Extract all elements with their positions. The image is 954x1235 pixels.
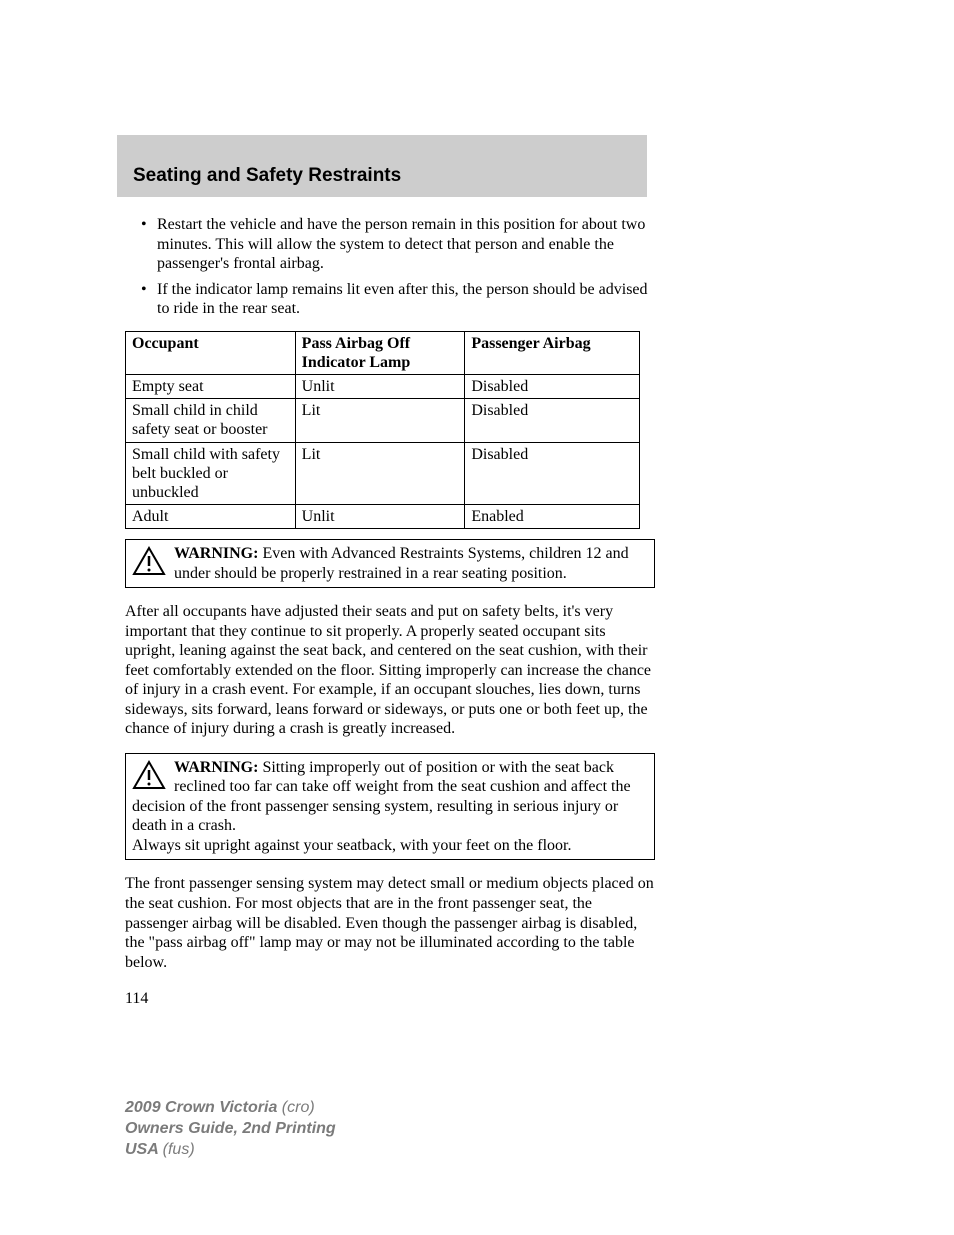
- table-cell: Lit: [295, 442, 465, 505]
- table-header-lamp: Pass Airbag Off Indicator Lamp: [295, 331, 465, 374]
- warning-label: WARNING:: [174, 545, 258, 562]
- table-row: Small child in child safety seat or boos…: [126, 399, 640, 442]
- warning-box-2: WARNING: Sitting improperly out of posit…: [125, 753, 655, 861]
- airbag-table: Occupant Pass Airbag Off Indicator Lamp …: [125, 331, 640, 530]
- paragraph-2: The front passenger sensing system may d…: [125, 874, 655, 972]
- table-row: Adult Unlit Enabled: [126, 505, 640, 529]
- table-cell: Disabled: [465, 442, 640, 505]
- section-title: Seating and Safety Restraints: [127, 165, 637, 187]
- table-cell: Small child with safety belt buckled or …: [126, 442, 296, 505]
- warning-triangle-icon: [132, 760, 166, 790]
- footer-line-1: 2009 Crown Victoria (cro): [125, 1098, 336, 1119]
- warning-text-line2: Always sit upright against your seatback…: [132, 836, 648, 856]
- table-cell: Disabled: [465, 399, 640, 442]
- table-cell: Adult: [126, 505, 296, 529]
- table-header-row: Occupant Pass Airbag Off Indicator Lamp …: [126, 331, 640, 374]
- footer-line-3: USA (fus): [125, 1140, 336, 1161]
- table-cell: Unlit: [295, 374, 465, 398]
- footer-code-1: (cro): [282, 1099, 315, 1116]
- paragraph-1: After all occupants have adjusted their …: [125, 602, 655, 739]
- table-row: Empty seat Unlit Disabled: [126, 374, 640, 398]
- table-row: Small child with safety belt buckled or …: [126, 442, 640, 505]
- warning-triangle-icon: [132, 546, 166, 576]
- footer-line-2: Owners Guide, 2nd Printing: [125, 1119, 336, 1140]
- table-cell: Disabled: [465, 374, 640, 398]
- table-cell: Lit: [295, 399, 465, 442]
- page-content: Seating and Safety Restraints Restart th…: [125, 135, 655, 1008]
- table-cell: Enabled: [465, 505, 640, 529]
- table-header-occupant: Occupant: [126, 331, 296, 374]
- table-cell: Empty seat: [126, 374, 296, 398]
- table-cell: Small child in child safety seat or boos…: [126, 399, 296, 442]
- bullet-item: Restart the vehicle and have the person …: [141, 215, 655, 274]
- table-header-airbag: Passenger Airbag: [465, 331, 640, 374]
- bullet-list: Restart the vehicle and have the person …: [125, 215, 655, 319]
- footer-model: 2009 Crown Victoria: [125, 1099, 282, 1116]
- page-number: 114: [125, 990, 655, 1008]
- table-cell: Unlit: [295, 505, 465, 529]
- footer-region: USA: [125, 1141, 163, 1158]
- warning-box-1: WARNING: Even with Advanced Restraints S…: [125, 539, 655, 588]
- footer: 2009 Crown Victoria (cro) Owners Guide, …: [125, 1098, 336, 1160]
- bullet-item: If the indicator lamp remains lit even a…: [141, 280, 655, 319]
- section-header-bar: Seating and Safety Restraints: [117, 135, 647, 197]
- footer-code-2: (fus): [163, 1141, 195, 1158]
- warning-label: WARNING:: [174, 759, 258, 776]
